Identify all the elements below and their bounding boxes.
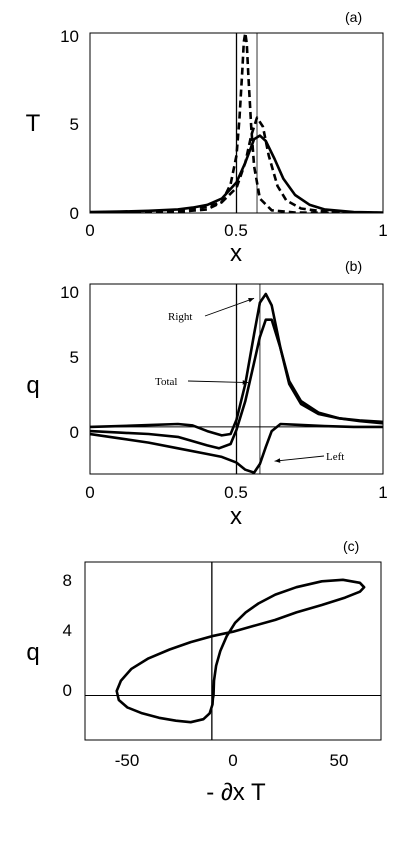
panel-b: (b) 0 5 10 0 0.5 1 x q Right Total Left (26, 258, 387, 530)
panel-c-ytick-1: 4 (63, 621, 72, 640)
annotation-arrow-left (274, 455, 325, 462)
panel-b-xtick-2: 1 (378, 483, 387, 502)
panel-c-ytick-0: 0 (63, 681, 72, 700)
panel-c-series-0-line (115, 578, 366, 724)
panel-a-label: (a) (345, 9, 362, 25)
panel-c-xtick-1: 0 (228, 751, 237, 770)
panel-a: (a) 0 5 10 0 0.5 1 x T (26, 9, 388, 267)
annotation-arrow-right (204, 297, 255, 317)
panel-b-ytick-2: 10 (60, 283, 79, 302)
panel-b-xlabel: x (230, 503, 242, 530)
panel-b-ylabel: q (26, 372, 39, 399)
annotation-arrowhead-right (248, 297, 255, 303)
panel-c: (c) 0 4 8 -50 0 50 - ∂x T q (26, 538, 382, 806)
annotation-right: Right (168, 311, 192, 323)
panel-b-xtick-0: 0 (85, 483, 94, 502)
panel-a-ylabel: T (26, 110, 41, 137)
panel-b-left-line (90, 422, 383, 474)
panel-a-xtick-1: 0.5 (224, 221, 248, 240)
panel-b-label: (b) (345, 258, 362, 274)
annotation-arrowhead-left (274, 458, 281, 463)
panel-b-ytick-0: 0 (70, 423, 79, 442)
panel-b-xtick-1: 0.5 (224, 483, 248, 502)
panel-a-series-1-line (90, 116, 383, 213)
panel-a-xlabel: x (230, 240, 242, 267)
panel-b-right-line (90, 292, 383, 437)
panel-a-ytick-2: 10 (60, 27, 79, 46)
panel-c-ylabel: q (26, 639, 39, 666)
panel-c-xtick-0: -50 (115, 751, 140, 770)
panel-c-xlabel: - ∂x T (206, 779, 266, 806)
panel-a-ytick-0: 0 (70, 204, 79, 223)
annotation-arrowhead-total (242, 380, 249, 385)
panel-b-total-line (90, 318, 383, 450)
annotation-total: Total (155, 376, 177, 388)
annotation-arrow-total (187, 380, 249, 384)
panel-a-xtick-2: 1 (378, 221, 387, 240)
panel-a-series-2-line (90, 33, 383, 213)
panel-c-ytick-2: 8 (63, 571, 72, 590)
panel-b-ytick-1: 5 (70, 348, 79, 367)
annotation-left: Left (326, 451, 344, 463)
panel-c-plot-frame (84, 561, 382, 741)
panel-c-xtick-2: 50 (330, 751, 349, 770)
panel-c-label: (c) (343, 538, 359, 554)
panel-a-xtick-0: 0 (85, 221, 94, 240)
panel-a-ytick-1: 5 (70, 115, 79, 134)
